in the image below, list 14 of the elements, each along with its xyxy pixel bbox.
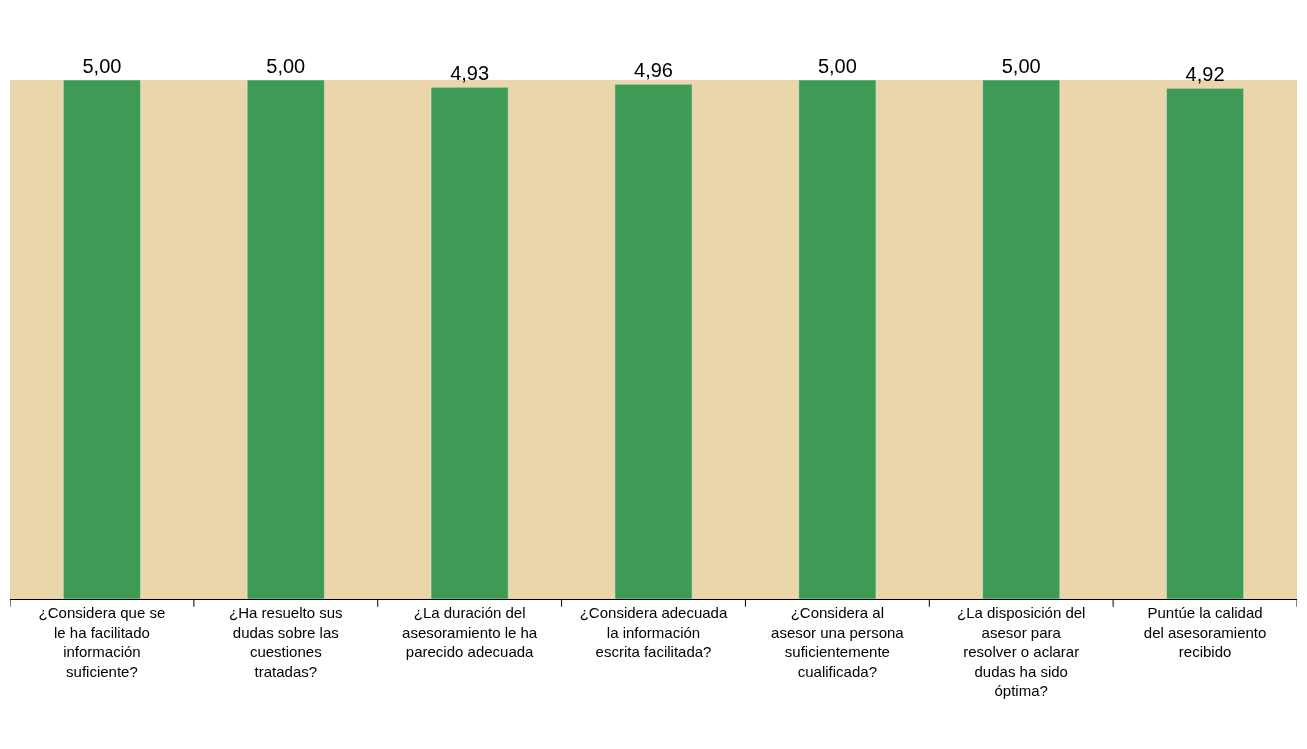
x-tick-label: ¿Considera adecuada la información escrita facilitada? bbox=[579, 604, 728, 660]
data-label: 5,00 bbox=[266, 55, 306, 77]
x-tick-label: ¿La disposición del asesor para resolver o aclarar dudas ha sido óptima? bbox=[957, 604, 1086, 699]
data-label: 4,96 bbox=[634, 59, 673, 82]
data-label: 5,00 bbox=[82, 55, 122, 77]
x-tick-label: Puntúe la calidad del asesoramiento recibido bbox=[1143, 604, 1267, 660]
data-label: 4,93 bbox=[450, 62, 490, 85]
x-tick-label: ¿Considera que se le ha facilitado información suficiente? bbox=[38, 604, 166, 680]
x-tick-label: ¿La duración del asesoramiento le ha parecido adecuada bbox=[402, 604, 538, 660]
x-tick-label: ¿Ha resuelto sus dudas sobre las cuestiones tratadas? bbox=[229, 604, 343, 680]
data-label: 5,00 bbox=[817, 55, 857, 77]
data-label: 5,00 bbox=[1001, 55, 1041, 77]
data-label: 4,92 bbox=[1185, 63, 1225, 86]
x-tick-label: ¿Considera al asesor una persona suficientemente cualificada? bbox=[771, 604, 905, 680]
